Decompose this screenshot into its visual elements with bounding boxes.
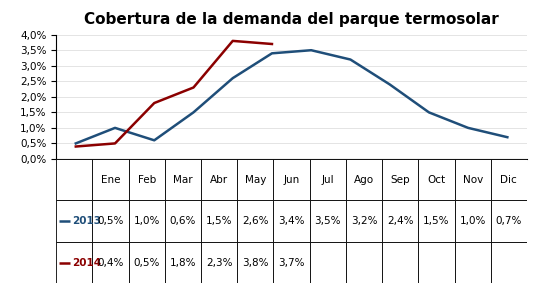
Text: 2014: 2014 bbox=[72, 257, 102, 268]
Bar bbox=[128, 200, 165, 242]
Text: Jun: Jun bbox=[284, 175, 300, 185]
Bar bbox=[93, 200, 128, 242]
Text: 3,8%: 3,8% bbox=[242, 257, 269, 268]
Bar bbox=[455, 159, 491, 200]
Bar bbox=[237, 200, 273, 242]
Bar bbox=[93, 242, 128, 283]
Bar bbox=[382, 242, 418, 283]
Bar bbox=[165, 200, 201, 242]
Text: 0,4%: 0,4% bbox=[97, 257, 124, 268]
Bar bbox=[201, 200, 237, 242]
Text: 2,3%: 2,3% bbox=[206, 257, 232, 268]
Bar bbox=[273, 159, 310, 200]
Text: 1,0%: 1,0% bbox=[134, 216, 160, 226]
Text: 3,4%: 3,4% bbox=[278, 216, 305, 226]
Text: Nov: Nov bbox=[463, 175, 483, 185]
Text: 0,7%: 0,7% bbox=[496, 216, 522, 226]
Text: Jul: Jul bbox=[322, 175, 334, 185]
Text: Cobertura de la demanda del parque termosolar: Cobertura de la demanda del parque termo… bbox=[84, 12, 499, 27]
Bar bbox=[56, 200, 93, 242]
Bar bbox=[128, 159, 165, 200]
Bar bbox=[201, 159, 237, 200]
Bar bbox=[491, 159, 527, 200]
Text: Oct: Oct bbox=[427, 175, 446, 185]
Bar bbox=[201, 242, 237, 283]
Text: 2013: 2013 bbox=[72, 216, 102, 226]
Bar bbox=[491, 200, 527, 242]
Bar bbox=[418, 242, 455, 283]
Bar bbox=[273, 200, 310, 242]
Bar bbox=[273, 242, 310, 283]
Bar bbox=[346, 159, 382, 200]
Text: Ago: Ago bbox=[354, 175, 374, 185]
Text: 3,5%: 3,5% bbox=[315, 216, 341, 226]
Bar bbox=[310, 200, 346, 242]
Text: 1,8%: 1,8% bbox=[170, 257, 196, 268]
Text: Feb: Feb bbox=[137, 175, 156, 185]
Bar bbox=[56, 159, 93, 200]
Bar bbox=[455, 242, 491, 283]
Text: Sep: Sep bbox=[391, 175, 410, 185]
Bar bbox=[491, 242, 527, 283]
Bar bbox=[346, 200, 382, 242]
Bar bbox=[382, 159, 418, 200]
Text: 2,4%: 2,4% bbox=[387, 216, 414, 226]
Bar bbox=[346, 242, 382, 283]
Text: 1,5%: 1,5% bbox=[206, 216, 232, 226]
Bar bbox=[310, 242, 346, 283]
Text: 3,2%: 3,2% bbox=[351, 216, 377, 226]
Text: 3,7%: 3,7% bbox=[278, 257, 305, 268]
Text: May: May bbox=[244, 175, 266, 185]
Bar bbox=[93, 159, 128, 200]
Text: Dic: Dic bbox=[500, 175, 517, 185]
Bar bbox=[237, 242, 273, 283]
Bar bbox=[56, 242, 93, 283]
Text: Abr: Abr bbox=[210, 175, 228, 185]
Text: 0,6%: 0,6% bbox=[170, 216, 196, 226]
Text: 1,5%: 1,5% bbox=[423, 216, 450, 226]
Bar bbox=[128, 242, 165, 283]
Bar bbox=[418, 159, 455, 200]
Bar bbox=[418, 200, 455, 242]
Bar bbox=[455, 200, 491, 242]
Text: 1,0%: 1,0% bbox=[460, 216, 486, 226]
Bar bbox=[382, 200, 418, 242]
Text: Mar: Mar bbox=[173, 175, 193, 185]
Text: Ene: Ene bbox=[101, 175, 120, 185]
Text: 2,6%: 2,6% bbox=[242, 216, 269, 226]
Bar bbox=[165, 159, 201, 200]
Bar bbox=[310, 159, 346, 200]
Text: 0,5%: 0,5% bbox=[134, 257, 160, 268]
Text: 0,5%: 0,5% bbox=[97, 216, 124, 226]
Bar bbox=[237, 159, 273, 200]
Bar bbox=[165, 242, 201, 283]
